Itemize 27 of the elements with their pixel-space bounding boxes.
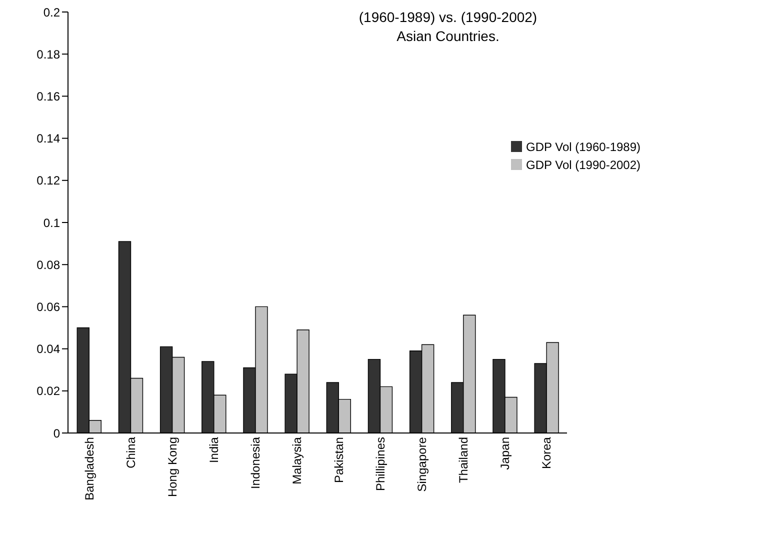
y-tick-label: 0 — [53, 426, 60, 440]
x-tick-label: India — [207, 436, 222, 464]
y-tick-label: 0.12 — [36, 174, 60, 188]
y-tick-label: 0.14 — [36, 132, 60, 146]
y-tick-label: 0.2 — [43, 5, 60, 20]
y-tick-label: 0.08 — [36, 258, 60, 272]
legend-label: GDP Vol (1990-2002) — [526, 158, 641, 172]
x-tick-label: Hong Kong — [165, 437, 180, 498]
x-tick-label: Singapore — [414, 436, 429, 492]
x-tick-label: Phillipines — [373, 437, 388, 492]
y-tick-label: 0.16 — [36, 89, 60, 104]
x-tick-label: Bangladesh — [82, 437, 96, 500]
text: Asian Countries. — [396, 27, 500, 46]
x-tick-label: China — [124, 436, 138, 468]
y-tick-label: 0.18 — [36, 47, 60, 62]
x-tick-label: Korea — [540, 436, 554, 470]
x-tick-label: Malaysia — [290, 436, 304, 484]
x-tick-label: Pakistan — [332, 437, 346, 484]
x-tick-label: Thailand — [456, 437, 471, 484]
y-tick-label: 0.02 — [36, 384, 60, 398]
x-tick-label: Indonesia — [248, 436, 263, 490]
y-tick-label: 0.06 — [36, 300, 60, 314]
x-tick-label: Japan — [498, 437, 512, 470]
y-tick-label: 0.04 — [36, 342, 60, 356]
legend-label: GDP Vol (1960-1989) — [526, 140, 641, 154]
chart-title: (1960-1989) vs. (1990-2002) — [358, 8, 538, 27]
y-tick-label: 0.1 — [43, 216, 60, 230]
